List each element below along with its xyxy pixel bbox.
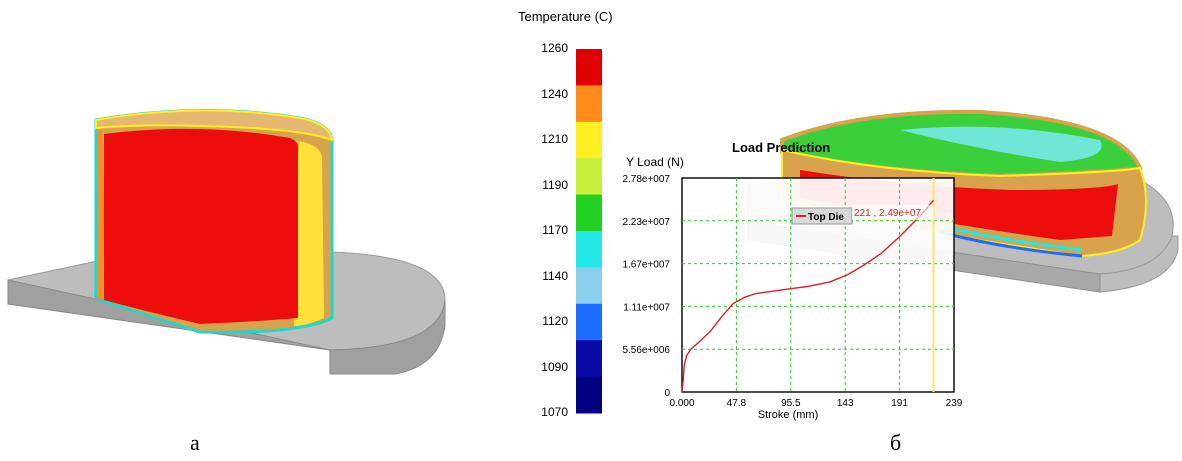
chart-x-tick-label: 0.000 [669,398,694,409]
chart-cursor-readout-box [852,205,934,220]
legend-tick-label: 1140 [542,268,568,283]
legend-swatch [576,194,602,232]
legend-swatch [576,340,602,378]
chart-legend-label: Top Die [808,212,844,223]
chart-x-tick-label: 239 [946,398,963,409]
left-base-plate-edge [7,279,446,375]
chart-title: Load Prediction [732,140,830,155]
chart-x-tick-label: 47.8 [727,398,747,409]
legend-tick-label: 1260 [541,41,568,55]
caption-left: а [190,430,200,455]
legend-swatch [576,267,602,305]
chart-x-tick-label: 143 [837,398,854,409]
left-billet-core [104,128,299,324]
legend-tick-label: 1120 [542,314,568,328]
chart-y-tick-label: 2.23e+007 [622,217,670,228]
chart-x-axis-label: Stroke (mm) [758,409,819,421]
legend-tick-label: 1170 [542,223,568,237]
chart-cursor-readout: 221 , 2.49e+07 [852,205,934,220]
chart-legend: Top Die [791,207,853,225]
chart-y-tick-label: 5.56e+006 [622,345,670,356]
left-billet-core-edge [98,129,103,301]
caption-right: б [890,430,902,455]
right-pancake-top-cyan [900,126,1102,162]
chart-y-tick-label: 0 [664,388,670,399]
chart-y-tick-label: 2.78e+007 [622,174,670,185]
legend-swatch [576,376,602,414]
left-forging-model [7,108,446,375]
chart-x-tick-label: 191 [891,398,908,409]
legend-tick-label: 1090 [541,359,568,374]
legend-tick-label: 1210 [541,132,568,146]
left-billet-rim-yellow [290,140,324,326]
legend-swatch [576,231,602,268]
legend-swatch [576,158,602,196]
chart-series-line [681,199,935,393]
legend-tick-label: 1240 [541,86,568,101]
legend-swatch [576,303,602,341]
legend-swatch [576,49,602,86]
legend-swatch [576,85,602,123]
load-prediction-chart: 0.000 47.8 95.5 143 191 239 0 5.56e+006 1.11e+00… [622,140,962,421]
temperature-color-bar [576,49,602,414]
chart-cursor-readout-label: 221 , 2.49e+07 [854,208,921,219]
chart-y-tick-label: 1.11e+007 [623,302,670,313]
legend-tick-label: 1070 [541,405,568,419]
legend-swatch [576,121,602,159]
chart-x-tick-label: 95.5 [781,398,801,409]
chart-y-axis-label: Y Load (N) [626,155,684,169]
legend-tick-label: 1190 [542,177,568,192]
legend-title: Temperature (C) [518,9,613,24]
left-billet-top [95,109,334,142]
chart-y-tick-label: 1.67e+007 [622,260,670,271]
